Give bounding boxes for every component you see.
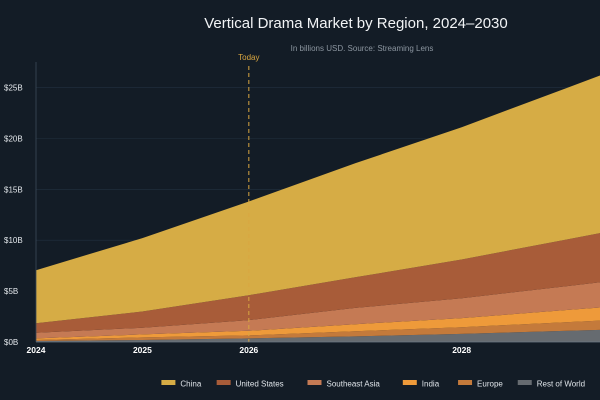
chart-title: Vertical Drama Market by Region, 2024–20…: [204, 15, 508, 32]
legend-label-europe: Europe: [477, 380, 503, 389]
today-annotation: Today: [238, 53, 260, 342]
area-series: [36, 75, 600, 342]
chart-subtitle: In billions USD. Source: Streaming Lens: [291, 44, 434, 53]
area-europe: [36, 320, 600, 341]
legend-swatch-united-states: [216, 380, 231, 385]
legend-label-china: China: [180, 380, 201, 389]
area-southeast-asia: [36, 282, 600, 339]
x-tick-label: 2024: [27, 345, 46, 355]
y-tick-label: $5B: [4, 287, 18, 296]
legend-swatch-southeast-asia: [307, 380, 322, 385]
axes: $0B $5B $10B $15B $20B $25B 2024 2025 2026 2028: [4, 62, 600, 355]
area-china: [36, 75, 600, 324]
legend: China United States Southeast Asia India Eur…: [161, 380, 585, 389]
y-tick-label: $25B: [4, 83, 23, 92]
x-tick-label: 2025: [133, 345, 152, 355]
legend-label-united-states: United States: [236, 380, 284, 389]
y-tick-label: $15B: [4, 185, 23, 194]
legend-label-southeast-asia: Southeast Asia: [327, 380, 381, 389]
y-tick-label: $20B: [4, 134, 23, 143]
legend-label-rest-of-world: Rest of World: [537, 380, 585, 389]
legend-swatch-india: [402, 380, 417, 385]
x-tick-label: 2026: [239, 345, 258, 355]
legend-swatch-rest-of-world: [517, 380, 532, 385]
y-tick-label: $10B: [4, 236, 23, 245]
x-tick-label: 2028: [452, 345, 471, 355]
area-united-states: [36, 233, 600, 333]
legend-swatch-europe: [458, 380, 473, 385]
legend-swatch-china: [161, 380, 176, 385]
today-label: Today: [238, 53, 259, 62]
legend-label-india: India: [422, 380, 440, 389]
area-rest-of-world: [36, 329, 600, 342]
y-tick-label: $0B: [4, 338, 18, 347]
area-india: [36, 307, 600, 340]
